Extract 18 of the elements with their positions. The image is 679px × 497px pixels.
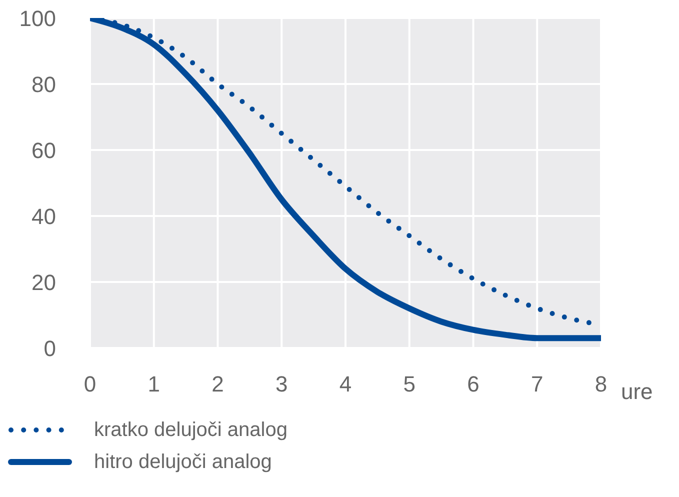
y-tick-label: 20 bbox=[32, 270, 56, 295]
x-tick-label: 4 bbox=[339, 372, 352, 397]
legend-label: kratko delujoči analog bbox=[94, 418, 288, 442]
y-tick-label: 80 bbox=[32, 72, 56, 97]
x-tick-label: 1 bbox=[148, 372, 160, 397]
y-tick-label: 40 bbox=[32, 204, 56, 229]
x-tick-label: 0 bbox=[84, 372, 96, 397]
y-tick-label: 100 bbox=[19, 6, 56, 31]
x-tick-label: 3 bbox=[276, 372, 288, 397]
x-tick-label: 6 bbox=[467, 372, 480, 397]
x-tick-label: 7 bbox=[531, 372, 544, 397]
x-axis-title: ure bbox=[621, 378, 653, 404]
x-tick-label: 8 bbox=[594, 372, 608, 397]
y-tick-label: 60 bbox=[32, 138, 56, 163]
x-tick-label: 5 bbox=[403, 372, 416, 397]
y-tick-label: 0 bbox=[44, 336, 56, 361]
legend-label: hitro delujoči analog bbox=[94, 450, 272, 474]
x-tick-label: 2 bbox=[212, 372, 224, 397]
